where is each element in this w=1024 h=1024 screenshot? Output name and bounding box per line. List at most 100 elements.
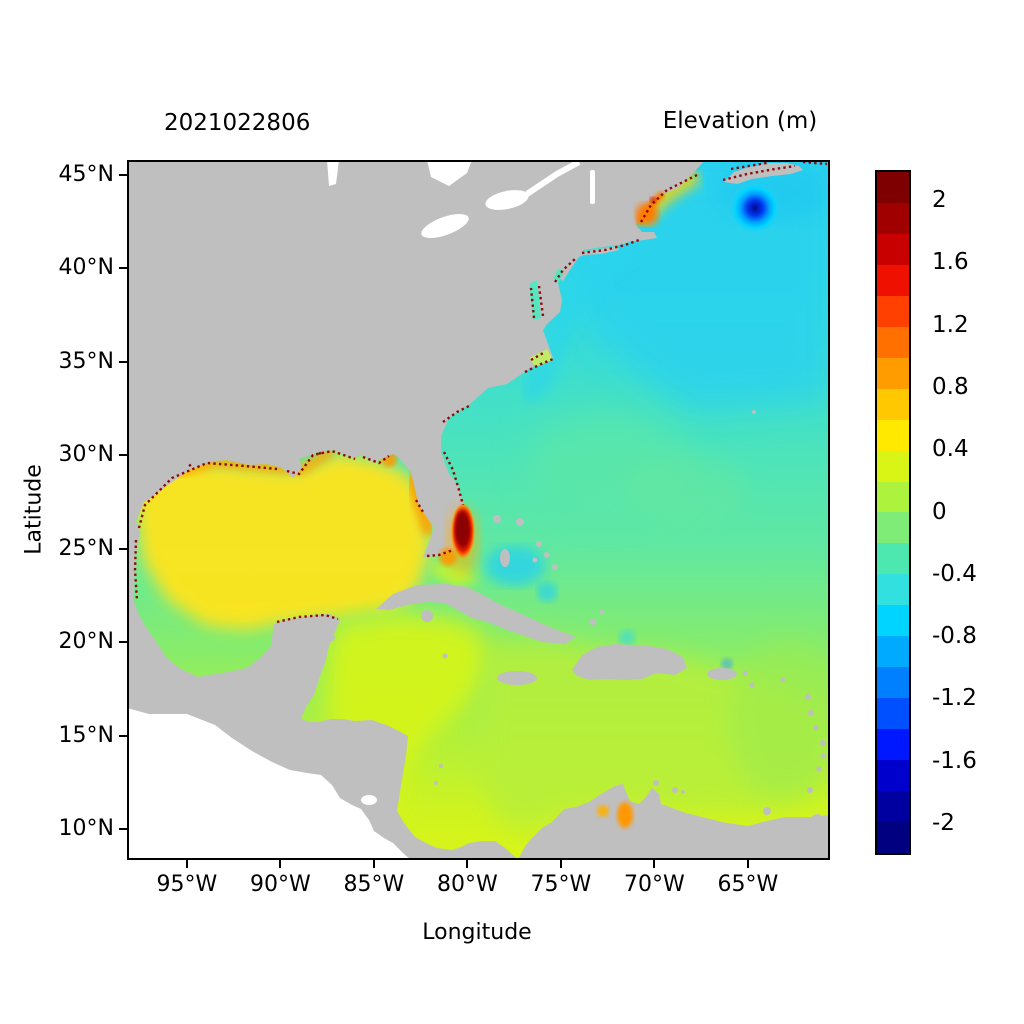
y-tick-label: 35°N [58, 348, 114, 374]
y-tick-mark [119, 173, 127, 176]
x-tick-label: 95°W [156, 872, 218, 897]
x-tick-mark [653, 860, 656, 868]
colorbar-band [877, 698, 909, 730]
y-tick-label: 45°N [58, 161, 114, 187]
lake-michigan [327, 160, 339, 186]
ocean-region-overlays [135, 160, 847, 830]
colorbar-band [877, 295, 909, 327]
y-tick-label: 25°N [58, 535, 114, 561]
x-tick-mark [746, 860, 749, 868]
island-hispaniola [572, 644, 687, 680]
y-tick-mark [119, 641, 127, 644]
colorbar-band [877, 760, 909, 792]
y-tick-mark [119, 734, 127, 737]
east-coast-shelf-band [521, 235, 643, 401]
northern-gulf-coast-band [165, 447, 335, 481]
colorbar-band [877, 481, 909, 513]
x-tick-label: 90°W [249, 872, 311, 897]
colorbar-band [877, 791, 909, 823]
y-tick-mark [119, 454, 127, 457]
colorbar-band [877, 419, 909, 451]
colorbar-band [877, 357, 909, 389]
colorbar-tick-label: -1.2 [932, 685, 977, 712]
x-tick-mark [279, 860, 282, 868]
y-tick-mark [119, 828, 127, 831]
colorbar-band [877, 667, 909, 699]
x-tick-mark [466, 860, 469, 868]
x-tick-label: 75°W [530, 872, 592, 897]
se-florida-hotspot-core [456, 511, 468, 543]
lake-champlain [590, 170, 595, 204]
lake-ontario [485, 190, 529, 210]
colorbar-band [877, 450, 909, 482]
colorbar-band [877, 543, 909, 575]
colorbar-tick-label: -1.6 [932, 747, 977, 774]
x-tick-label: 70°W [623, 872, 685, 897]
island-cozumel [329, 635, 335, 641]
island-jamaica [497, 671, 537, 685]
colorbar-title: Elevation (m) [662, 108, 818, 134]
island-puerto-rico [707, 668, 737, 680]
island-bermuda [752, 410, 756, 414]
florida-bay-orange-spot [439, 548, 457, 566]
colorbar-band [877, 326, 909, 358]
great-lakes [327, 159, 595, 805]
colorbar-tick-label: -2 [932, 809, 955, 836]
colorbar-band [877, 605, 909, 637]
y-axis-label: Latitude [21, 464, 47, 555]
pacific-no-data-region [127, 708, 410, 859]
x-tick-label: 85°W [343, 872, 405, 897]
st-lawrence-river [525, 159, 581, 197]
island-cuba [376, 584, 576, 644]
map-svg [127, 159, 847, 860]
x-tick-mark [372, 860, 375, 868]
islands-misc [329, 410, 756, 785]
plot-title: 2021022806 [164, 110, 311, 136]
y-tick-mark [119, 267, 127, 270]
nova-scotia [724, 163, 803, 184]
colorbar [875, 170, 911, 855]
coastal-flooded-cells [133, 160, 828, 624]
pamlico-sound [529, 349, 553, 367]
lake-huron [427, 160, 472, 186]
plot-border [127, 160, 830, 860]
colorbar-tick-label: 0.4 [932, 436, 969, 463]
mid-atlantic-green-patch-2 [627, 455, 747, 525]
x-tick-mark [559, 860, 562, 868]
colorbar-band [877, 729, 909, 761]
y-tick-label: 15°N [58, 722, 114, 748]
x-tick-label: 65°W [717, 872, 779, 897]
lake-nicaragua [361, 795, 377, 805]
colorbar-band [877, 636, 909, 668]
east-antilles-green-patch [727, 640, 847, 800]
puerto-rico-trench-speck [721, 658, 733, 670]
island-san-andres [434, 781, 438, 785]
y-tick-label: 30°N [58, 442, 114, 468]
colorbar-band [877, 264, 909, 296]
islands-lesser-antilles [653, 670, 826, 826]
venezuela-coast-spot [617, 802, 633, 828]
y-tick-label: 40°N [58, 255, 114, 281]
x-tick-mark [185, 860, 188, 868]
island-providencia [439, 764, 443, 768]
bahamas-cyan-patch-2 [537, 582, 557, 602]
y-tick-label: 20°N [58, 629, 114, 655]
islands-layer [329, 246, 826, 826]
nova-scotia-offshore-low [729, 182, 781, 234]
islands-bahamas [493, 515, 605, 626]
y-tick-mark [119, 547, 127, 550]
y-tick-label: 10°N [58, 816, 114, 842]
colorbar-band [877, 202, 909, 234]
island-isla-juventud [421, 610, 433, 622]
colorbar-band [877, 388, 909, 420]
land-layer [127, 159, 830, 859]
colorbar-band [877, 233, 909, 265]
colorbar-tick-label: 1.6 [932, 249, 969, 276]
venezuela-coast-spot-2 [597, 805, 609, 817]
colorbar-band [877, 822, 909, 853]
bahamas-cyan-patch [485, 546, 545, 586]
colorbar-tick-label: 0 [932, 498, 947, 525]
colorbar-tick-label: -0.8 [932, 623, 977, 650]
x-axis-label: Longitude [422, 920, 532, 945]
